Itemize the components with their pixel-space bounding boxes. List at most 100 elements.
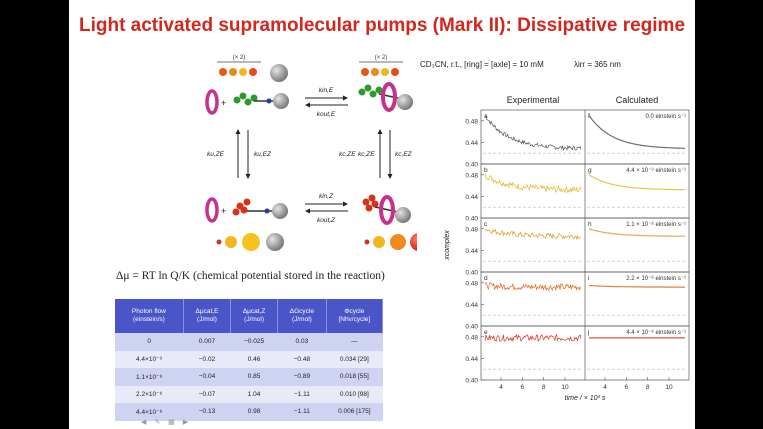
table-header: Photon flow (einstein/s)	[115, 299, 184, 333]
panel-letter: d	[484, 275, 488, 282]
ball-orange	[219, 68, 227, 76]
table-header: Δμcat,E (J/mol)	[183, 299, 232, 333]
table-cell: 0	[115, 333, 184, 351]
k-u-ez-label: ku,EZ	[254, 151, 272, 158]
y-tick-label: 0.40	[465, 162, 478, 169]
chemical-potential-equation: Δμ = RT ln Q/K (chemical potential store…	[116, 270, 385, 282]
panel-letter: h	[588, 221, 592, 228]
x-axis-label: time / × 10³ s	[565, 395, 606, 402]
experimental-trace	[484, 172, 582, 194]
calculated-trace	[588, 174, 686, 191]
panel-letter: f	[588, 113, 590, 120]
reaction-scheme: (× 2) (× 2) +	[205, 55, 417, 251]
table-cell: 0.034 [29]	[326, 350, 383, 368]
ball-amber	[229, 68, 237, 76]
y-tick-label: 0.44	[465, 194, 478, 201]
x-tick-label: 4	[603, 384, 607, 391]
table-cell: 1.1×10⁻⁸	[115, 368, 184, 386]
ball-grey	[270, 64, 288, 82]
flux-label: 0.0 einstein s⁻¹	[645, 114, 686, 120]
table-cell: 0.006 [175]	[326, 403, 383, 421]
table-cell: 0.03	[277, 333, 327, 351]
experimental-trace	[484, 282, 582, 292]
slide-title: Light activated supramolecular pumps (Ma…	[78, 15, 686, 36]
y-tick-label: 0.44	[465, 248, 478, 255]
k-u-ze-left-label: ku,ZE	[207, 151, 225, 158]
pen-icon[interactable]: ✎	[154, 419, 164, 426]
experimental-trace	[484, 115, 582, 151]
conditions-label: CD₃CN, r.t., [ring] = [axle] = 10 mM	[420, 60, 544, 69]
experimental-trace	[484, 333, 582, 343]
ring-icon-bottom	[205, 197, 219, 223]
table-cell: 4.4×10⁻⁸	[115, 403, 184, 421]
k-out-e-label: kout,E	[317, 111, 336, 118]
axle-e-icon	[233, 92, 289, 109]
table-cell: −0.89	[277, 368, 327, 386]
y-tick-label: 0.44	[465, 140, 478, 147]
ball-yellow	[239, 68, 247, 76]
calculated-trace	[588, 228, 685, 237]
table-cell: 0.85	[230, 368, 278, 386]
table-header: Φcycle [Nhv/cycle]	[326, 299, 384, 333]
grid-view-icon[interactable]: ▦	[168, 419, 178, 426]
x-tick-label: 10	[665, 384, 673, 391]
table-cell: —	[326, 333, 383, 351]
table-header: Δμcat,Z (J/mol)	[230, 299, 279, 333]
table-cell: 4.4×10⁻⁹	[115, 350, 184, 368]
experimental-trace	[484, 228, 582, 241]
y-tick-label: 0.40	[465, 270, 478, 277]
table-row: 0 0.007 −0.025 0.03 —	[115, 333, 383, 351]
k-in-z-label: kin,Z	[319, 193, 334, 200]
y-tick-label: 0.40	[465, 324, 478, 331]
panel-letter: j	[587, 329, 589, 336]
count-label-top-right: (× 2)	[375, 55, 388, 61]
table-cell: −0.04	[183, 368, 231, 386]
table-cell: −0.07	[183, 385, 231, 403]
kinetics-plot-grid: Experimental Calculated xcomplex 0.40 0.44 0.…	[444, 95, 690, 402]
panel-letter: c	[484, 221, 488, 228]
table-row: 4.4×10⁻⁸ −0.13 0.98 −1.11 0.006 [175]	[115, 403, 383, 421]
results-table: Photon flow (einstein/s) Δμcat,E (J/mol)…	[115, 299, 384, 421]
table-row: 1.1×10⁻⁸ −0.04 0.85 −0.89 0.018 [55]	[115, 368, 383, 386]
table-cell: −0.025	[230, 333, 278, 351]
x-tick-label: 6	[521, 384, 525, 391]
x-tick-label: 8	[542, 384, 546, 391]
k-out-z-label: kout,Z	[317, 217, 336, 224]
x-tick-label: 10	[561, 384, 569, 391]
column-title: Experimental	[507, 95, 560, 105]
panel-letter: b	[484, 167, 488, 174]
calculated-trace	[588, 115, 685, 149]
flux-label: 4.4 × 10⁻⁹ einstein s⁻¹	[626, 167, 686, 174]
table-header: ΔGcycle (J/mol)	[277, 299, 327, 333]
table-row: 2.2×10⁻⁸ −0.07 1.04 −1.11 0.010 [98]	[115, 385, 383, 403]
x-tick-label: 6	[625, 384, 629, 391]
complex-e-icon	[358, 82, 413, 112]
panel-letter: i	[588, 275, 589, 282]
x-tick-label: 4	[499, 384, 503, 391]
x-tick-label: 8	[646, 384, 650, 391]
table-cell: −1.11	[277, 385, 327, 403]
table-cell: −0.02	[183, 350, 231, 368]
y-tick-label: 0.44	[465, 302, 478, 309]
table-cell: 1.04	[230, 385, 278, 403]
y-tick-label: 0.40	[465, 216, 478, 223]
column-title: Calculated	[616, 95, 659, 105]
table-cell: −0.48	[277, 350, 327, 368]
flux-label: 2.2 × 10⁻⁸ einstein s⁻¹	[626, 275, 686, 282]
count-label-top-left: (× 2)	[233, 55, 246, 61]
table-cell: 0.007	[183, 333, 231, 351]
k-c-ze-label: kc,ZE	[339, 151, 356, 158]
table-cell: −0.13	[183, 403, 231, 421]
axle-z-icon	[232, 198, 288, 219]
panel-letter: e	[484, 329, 488, 336]
prev-slide-icon[interactable]: ◀	[141, 419, 150, 426]
flux-label: 1.1 × 10⁻⁸ einstein s⁻¹	[626, 221, 686, 228]
next-slide-icon[interactable]: ▶	[182, 419, 192, 426]
table-cell: 2.2×10⁻⁸	[115, 385, 184, 403]
y-tick-label: 0.44	[465, 356, 478, 363]
y-tick-label: 0.40	[465, 378, 478, 385]
k-in-e-label: kin,E	[319, 87, 334, 94]
k-c-ze-hv-label: kc,ZE	[358, 151, 375, 158]
table-row: 4.4×10⁻⁹ −0.02 0.46 −0.48 0.034 [29]	[115, 350, 383, 368]
table-cell: 0.98	[230, 403, 278, 421]
